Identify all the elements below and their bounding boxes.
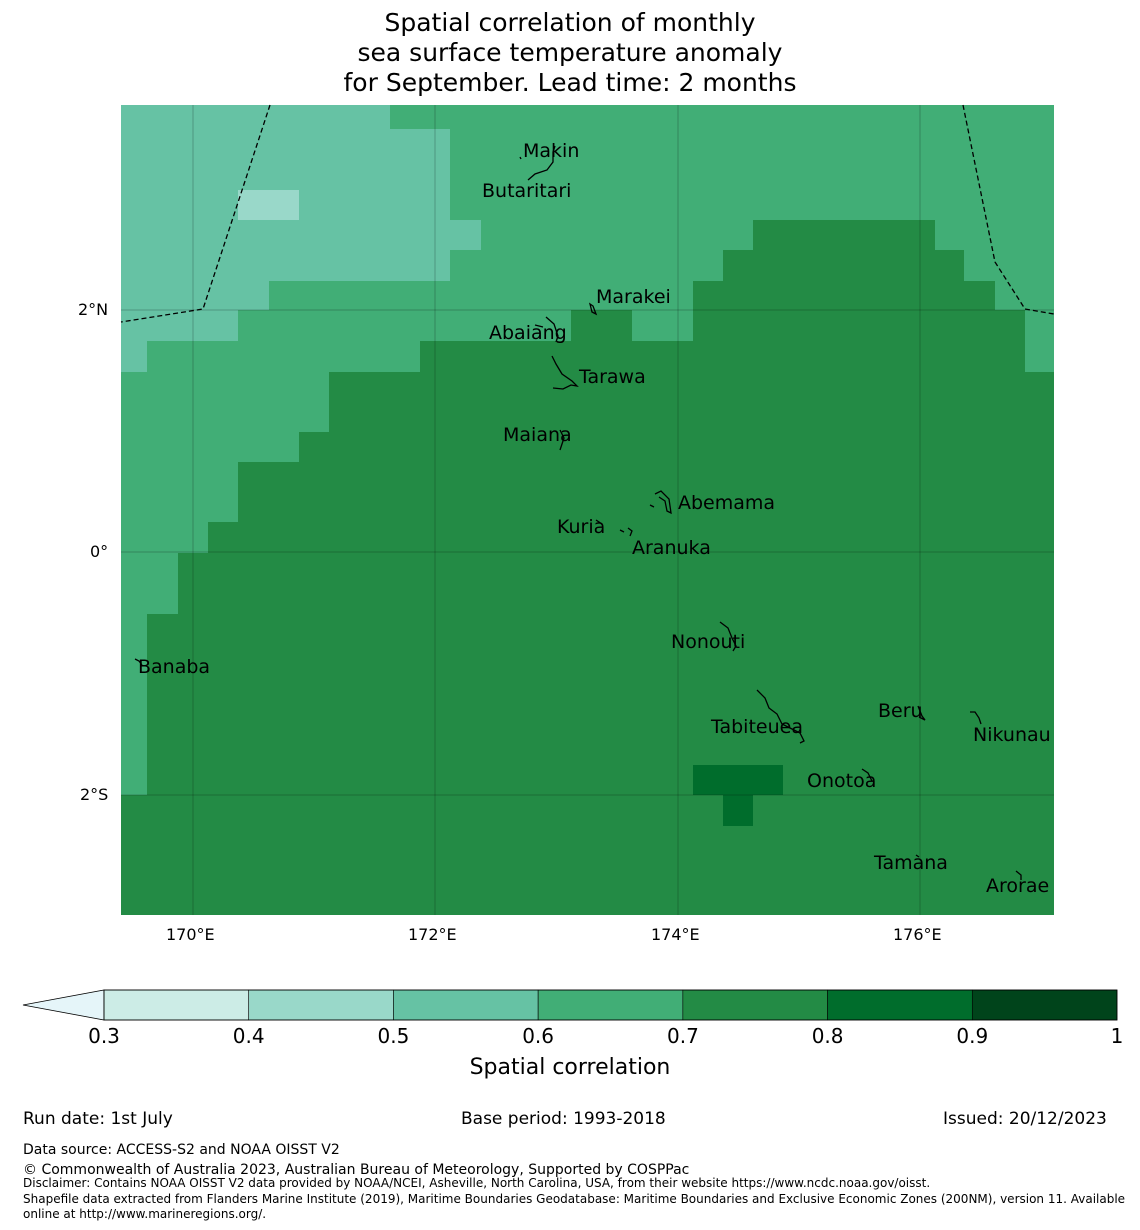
place-label-makin: Makin bbox=[523, 140, 580, 162]
island-outline bbox=[595, 519, 633, 537]
island-outline bbox=[134, 658, 143, 666]
island-outline bbox=[719, 621, 737, 652]
correlation-field bbox=[121, 105, 1054, 915]
y-tick-label: 2°S bbox=[80, 785, 109, 804]
colorbar bbox=[22, 989, 1118, 1021]
place-label-arorae: Arorae bbox=[986, 875, 1050, 897]
place-label-banaba: Banaba bbox=[138, 656, 211, 678]
island-outline bbox=[588, 302, 598, 316]
colorbar-bin bbox=[682, 989, 828, 1021]
island-outline bbox=[861, 768, 873, 782]
island-outline bbox=[917, 705, 926, 721]
graticule bbox=[121, 105, 1054, 915]
island-outline bbox=[559, 429, 565, 451]
island-outline bbox=[1015, 870, 1022, 880]
x-tick-label: 174°E bbox=[651, 925, 700, 944]
shapefile-credit-line-2: online at http://www.marineregions.org/. bbox=[23, 1207, 267, 1221]
island-outline bbox=[756, 689, 805, 744]
x-tick-label: 176°E bbox=[893, 925, 942, 944]
map-title-line-2: sea surface temperature anomaly bbox=[357, 38, 783, 67]
island-outline bbox=[915, 854, 920, 858]
shapefile-credit-line-1: Shapefile data extracted from Flanders M… bbox=[23, 1192, 1126, 1206]
field-cell bbox=[693, 765, 783, 826]
island-outline bbox=[649, 490, 672, 515]
island-outlines bbox=[134, 145, 1022, 880]
run-date: Run date: 1st July bbox=[23, 1109, 173, 1129]
island-outline bbox=[519, 156, 522, 160]
island-outline bbox=[551, 355, 579, 390]
place-label-tamana: Tamana bbox=[874, 852, 948, 874]
colorbar-title: Spatial correlation bbox=[469, 1055, 671, 1080]
place-label-beru: Beru bbox=[878, 700, 923, 722]
place-label-abaiang: Abaiang bbox=[489, 322, 567, 344]
map-title-line-1: Spatial correlation of monthly bbox=[384, 8, 756, 37]
colorbar-bin bbox=[971, 989, 1118, 1021]
island-outline bbox=[970, 711, 982, 725]
copyright-notice: © Commonwealth of Australia 2023, Austra… bbox=[23, 1162, 690, 1178]
colorbar-bin bbox=[827, 989, 973, 1021]
island-outline bbox=[527, 145, 556, 181]
y-tick-label: 0° bbox=[90, 542, 109, 561]
colorbar-tick-label: 0.5 bbox=[377, 1024, 410, 1048]
place-label-kuria: Kuria bbox=[557, 516, 606, 538]
place-label-tabiteuea: Tabiteuea bbox=[711, 716, 803, 738]
place-label-marakei: Marakei bbox=[596, 286, 671, 308]
colorbar-bin bbox=[103, 989, 250, 1021]
place-label-abemama: Abemama bbox=[678, 492, 776, 514]
field-cell bbox=[121, 105, 481, 372]
colorbar-tick-label: 0.3 bbox=[88, 1024, 120, 1048]
place-label-butaritari: Butaritari bbox=[482, 180, 572, 202]
eez-boundary bbox=[120, 104, 1055, 323]
place-label-nikunau: Nikunau bbox=[973, 724, 1051, 746]
colorbar-bin bbox=[393, 989, 539, 1021]
place-label-aranuka: Aranuka bbox=[632, 537, 711, 559]
colorbar-tick-label: 0.4 bbox=[232, 1024, 265, 1048]
data-source: Data source: ACCESS-S2 and NOAA OISST V2 bbox=[23, 1142, 340, 1158]
colorbar-tick-label: 0.8 bbox=[811, 1024, 844, 1048]
place-label-onotoa: Onotoa bbox=[807, 770, 877, 792]
island-outline bbox=[534, 316, 559, 343]
colorbar-tick-label: 1 bbox=[1110, 1024, 1124, 1048]
colorbar-tick-label: 0.7 bbox=[666, 1024, 699, 1048]
x-tick-label: 170°E bbox=[166, 925, 215, 944]
field-cell bbox=[238, 190, 299, 220]
issued-date: Issued: 20/12/2023 bbox=[943, 1109, 1107, 1129]
colorbar-tick-label: 0.6 bbox=[522, 1024, 554, 1048]
colorbar-bin bbox=[248, 989, 394, 1021]
colorbar-outline bbox=[103, 989, 1118, 1021]
x-tick-label: 172°E bbox=[408, 925, 457, 944]
place-label-maiana: Maiana bbox=[503, 424, 572, 446]
y-tick-label: 2°N bbox=[78, 300, 109, 319]
colorbar-bin bbox=[537, 989, 684, 1021]
place-label-nonouti: Nonouti bbox=[671, 631, 746, 653]
map-title-line-3: for September. Lead time: 2 months bbox=[343, 68, 797, 97]
colorbar-extend-arrow bbox=[22, 989, 105, 1021]
colorbar-tick-label: 0.9 bbox=[956, 1024, 989, 1048]
base-period: Base period: 1993-2018 bbox=[461, 1109, 666, 1129]
place-label-tarawa: Tarawa bbox=[579, 366, 646, 388]
disclaimer-text: Disclaimer: Contains NOAA OISST V2 data … bbox=[23, 1176, 931, 1190]
